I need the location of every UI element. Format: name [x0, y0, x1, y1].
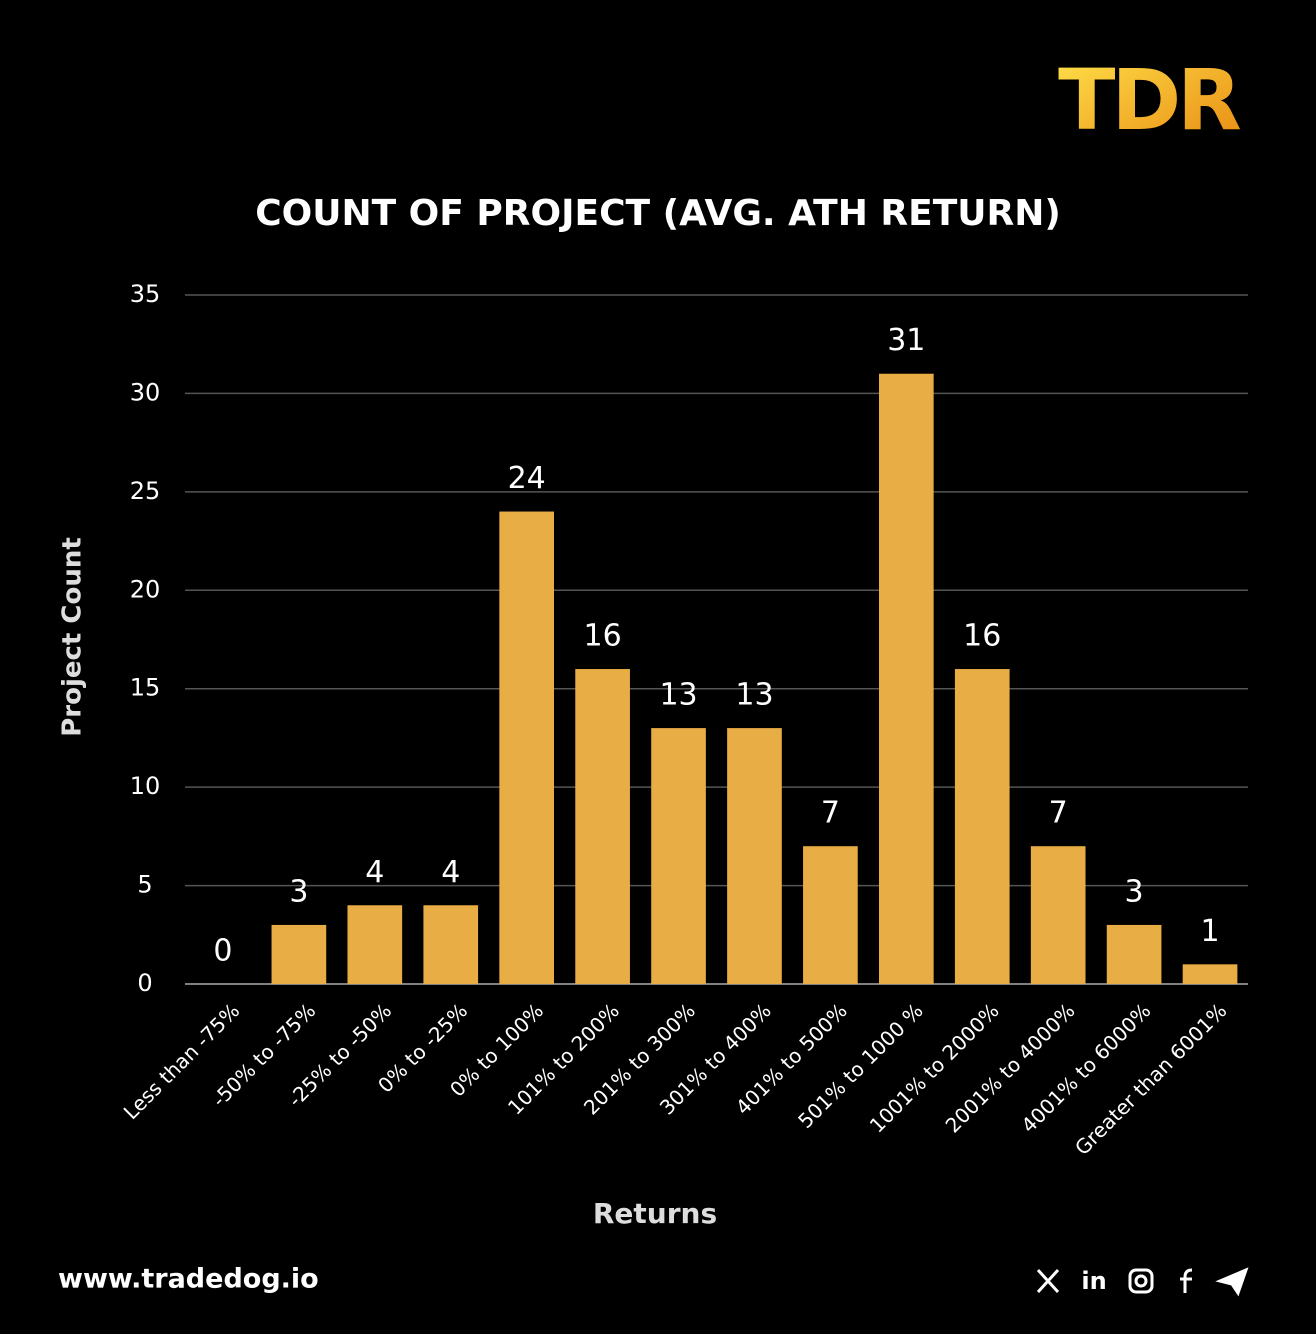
data-label: 16	[963, 619, 1001, 654]
data-label: 7	[821, 796, 840, 831]
data-label: 7	[1049, 796, 1068, 831]
x-icon	[1036, 1268, 1060, 1294]
data-label: 1	[1200, 914, 1219, 949]
instagram-lens	[1134, 1274, 1148, 1288]
chart-title: COUNT OF PROJECT (AVG. ATH RETURN)	[255, 193, 1061, 234]
y-tick-label: 20	[130, 575, 161, 603]
x-axis-label: Returns	[593, 1197, 717, 1230]
bar	[1030, 846, 1086, 984]
bar	[651, 728, 706, 984]
bar	[575, 669, 630, 984]
bar	[878, 373, 934, 984]
data-label: 24	[508, 461, 546, 496]
bar	[954, 669, 1010, 984]
footer-url: www.tradedog.io	[58, 1264, 319, 1295]
bar	[499, 511, 555, 984]
y-tick-label: 10	[130, 772, 161, 800]
bar	[423, 905, 479, 984]
data-label: 31	[887, 323, 925, 358]
linkedin-icon: in	[1081, 1267, 1106, 1295]
bar	[271, 924, 327, 984]
y-tick-label: 30	[130, 378, 161, 406]
data-label: 13	[659, 678, 697, 713]
y-tick-label: 35	[130, 280, 161, 308]
bar	[727, 728, 782, 984]
bar	[803, 846, 858, 984]
data-label: 13	[735, 678, 773, 713]
y-axis-label: Project Count	[58, 537, 88, 737]
bar	[1106, 924, 1162, 984]
facebook-icon	[1180, 1268, 1193, 1293]
data-label: 3	[289, 874, 308, 909]
logo: TDR	[1058, 51, 1240, 149]
y-tick-label: 15	[130, 674, 161, 702]
data-label: 4	[365, 855, 384, 890]
telegram-icon	[1215, 1267, 1249, 1297]
y-tick-label: 0	[137, 969, 152, 997]
instagram-icon	[1128, 1268, 1154, 1294]
bar	[1182, 964, 1238, 984]
bar	[347, 905, 403, 984]
data-label: 16	[584, 619, 622, 654]
y-tick-label: 5	[137, 871, 152, 899]
social-icons: in	[1036, 1267, 1249, 1297]
data-label: 3	[1125, 874, 1144, 909]
y-tick-label: 25	[130, 477, 161, 505]
data-label: 4	[441, 855, 460, 890]
data-label: 0	[213, 934, 232, 969]
